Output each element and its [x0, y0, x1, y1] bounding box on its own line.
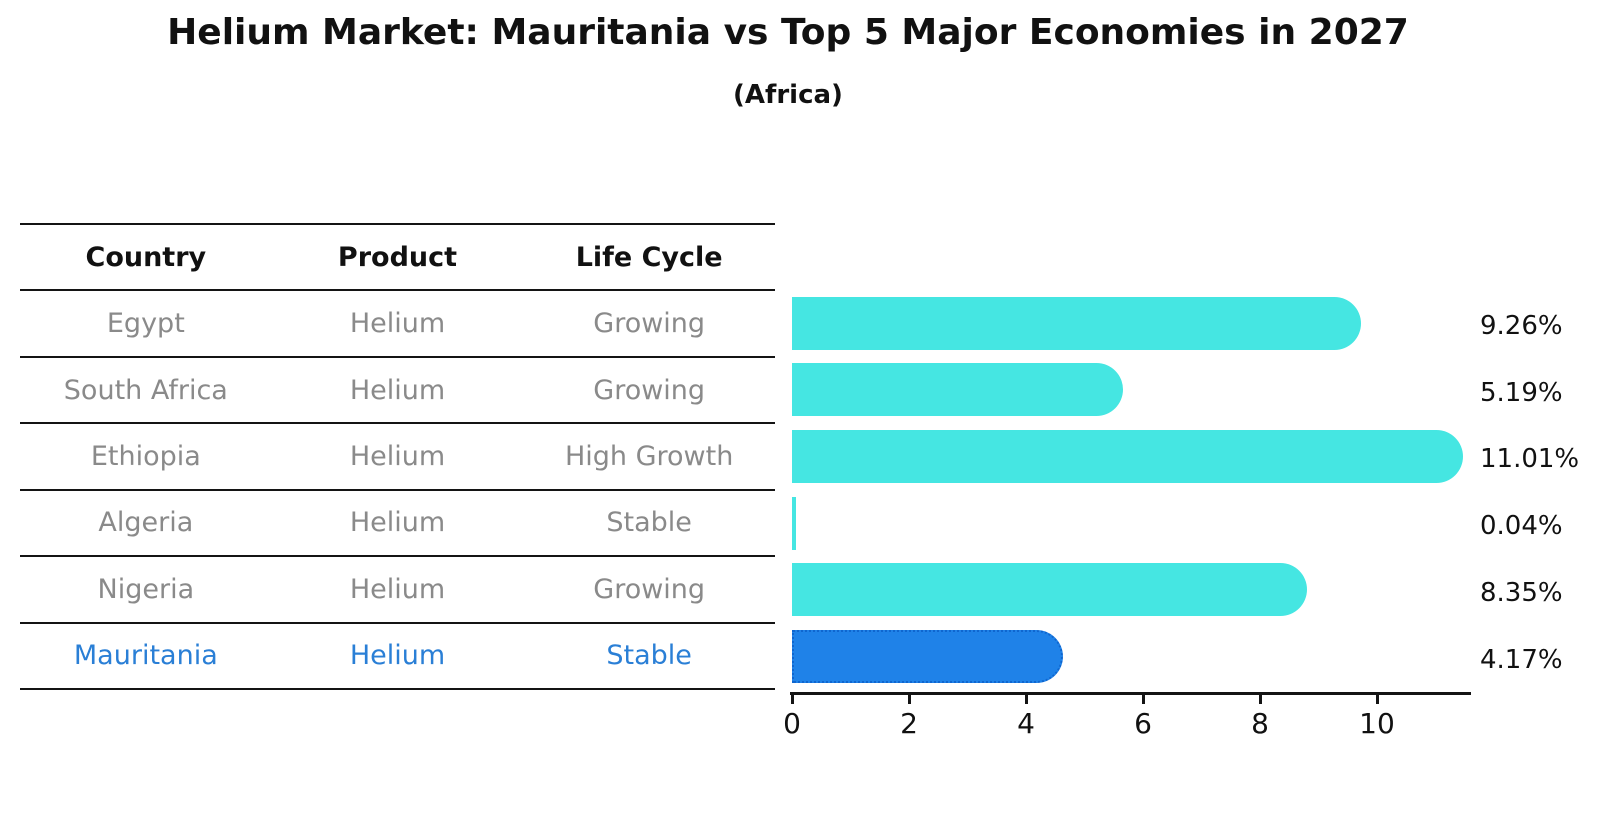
x-tick-label-2: 2 — [900, 707, 918, 740]
table-header-row: Country Product Life Cycle — [20, 223, 775, 289]
chart-title: Helium Market: Mauritania vs Top 5 Major… — [167, 12, 1409, 53]
table-row-south-africa: South Africa Helium Growing — [20, 355, 775, 422]
product-cell: Helium — [349, 507, 446, 539]
life-cycle-cell: Growing — [593, 308, 706, 340]
value-label-nigeria: 8.35% — [1480, 577, 1563, 608]
value-label-algeria: 0.04% — [1480, 511, 1563, 542]
x-tick-label-8: 8 — [1251, 707, 1269, 740]
country-cell: Nigeria — [97, 573, 195, 605]
x-tick-6 — [1142, 695, 1145, 704]
value-label-ethiopia: 11.01% — [1480, 444, 1580, 475]
life-cycle-cell: High Growth — [564, 440, 734, 472]
x-tick-label-0: 0 — [783, 707, 801, 740]
bar-ethiopia — [792, 429, 1463, 483]
life-cycle-cell: Stable — [606, 640, 692, 672]
column-header-life-cycle: Life Cycle — [575, 241, 723, 273]
bar-egypt — [792, 296, 1361, 350]
bar-algeria — [792, 496, 796, 550]
value-label-egypt: 9.26% — [1480, 311, 1563, 342]
table-row-mauritania: Mauritania Helium Stable — [20, 621, 775, 688]
country-cell: South Africa — [63, 374, 228, 406]
country-cell: Mauritania — [73, 640, 218, 672]
x-tick-label-10: 10 — [1359, 707, 1395, 740]
table-row-ethiopia: Ethiopia Helium High Growth — [20, 422, 775, 488]
country-table: Country Product Life Cycle Egypt Helium Gr… — [20, 223, 775, 690]
x-tick-10 — [1376, 695, 1379, 704]
table-row-algeria: Algeria Helium Stable — [20, 488, 775, 555]
chart-subtitle: (Africa) — [733, 80, 843, 110]
product-cell: Helium — [349, 374, 446, 406]
x-tick-label-4: 4 — [1017, 707, 1035, 740]
life-cycle-cell: Stable — [606, 507, 692, 539]
product-cell: Helium — [349, 573, 446, 605]
x-axis-line — [790, 692, 1471, 695]
x-tick-2 — [908, 695, 911, 704]
bar-nigeria — [792, 563, 1307, 617]
x-tick-4 — [1025, 695, 1028, 704]
country-cell: Egypt — [106, 308, 185, 340]
product-cell: Helium — [349, 308, 446, 340]
column-header-product: Product — [337, 241, 458, 273]
country-cell: Ethiopia — [90, 440, 201, 472]
product-cell: Helium — [349, 640, 446, 672]
bar-south-africa — [792, 363, 1123, 417]
column-header-country: Country — [85, 241, 207, 273]
product-cell: Helium — [349, 440, 446, 472]
value-label-mauritania: 4.17% — [1480, 644, 1563, 675]
country-cell: Algeria — [98, 507, 194, 539]
life-cycle-cell: Growing — [593, 573, 706, 605]
table-row-nigeria: Nigeria Helium Growing — [20, 555, 775, 621]
x-tick-label-6: 6 — [1134, 707, 1152, 740]
value-label-south-africa: 5.19% — [1480, 377, 1563, 408]
table-row-egypt: Egypt Helium Growing — [20, 289, 775, 355]
x-tick-0 — [791, 695, 794, 704]
x-tick-8 — [1259, 695, 1262, 704]
life-cycle-cell: Growing — [593, 374, 706, 406]
bar-mauritania — [792, 630, 1063, 684]
